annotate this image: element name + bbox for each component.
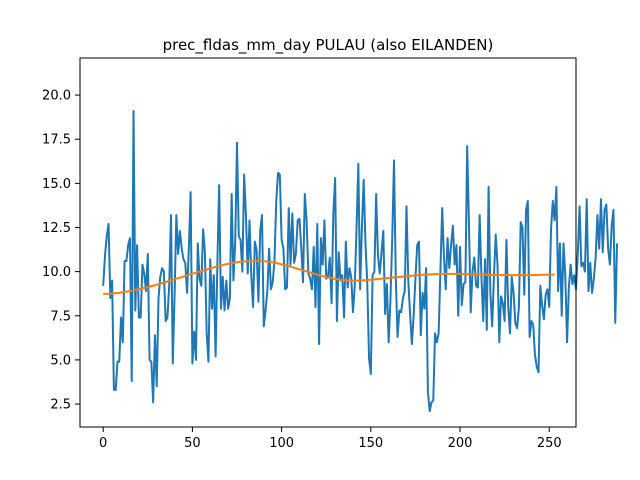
axes-frame [79, 57, 577, 428]
plot-area [102, 109, 619, 413]
y-tick-label: 20.0 [42, 89, 71, 104]
y-tick-label: 10.0 [42, 265, 71, 280]
x-tick-label: 200 [448, 436, 473, 451]
y-axis: 2.5 5.0 7.5 10.0 12.5 15.0 17.5 20.0 [42, 89, 80, 413]
y-tick-label: 15.0 [42, 177, 71, 192]
x-tick-label: 50 [184, 436, 201, 451]
x-axis: 0 50 100 150 200 250 [99, 427, 562, 451]
y-tick-label: 5.0 [50, 353, 71, 368]
x-tick-label: 100 [269, 436, 294, 451]
series-line-2 [103, 259, 555, 295]
x-tick-label: 250 [537, 436, 562, 451]
chart-title: prec_fldas_mm_day PULAU (also EILANDEN) [163, 36, 494, 55]
y-tick-label: 7.5 [50, 309, 71, 324]
y-tick-label: 2.5 [50, 398, 71, 413]
x-tick-label: 150 [358, 436, 383, 451]
series-line-1 [102, 109, 619, 413]
x-tick-label: 0 [99, 436, 107, 451]
y-tick-label: 17.5 [42, 133, 71, 148]
y-tick-label: 12.5 [42, 221, 71, 236]
